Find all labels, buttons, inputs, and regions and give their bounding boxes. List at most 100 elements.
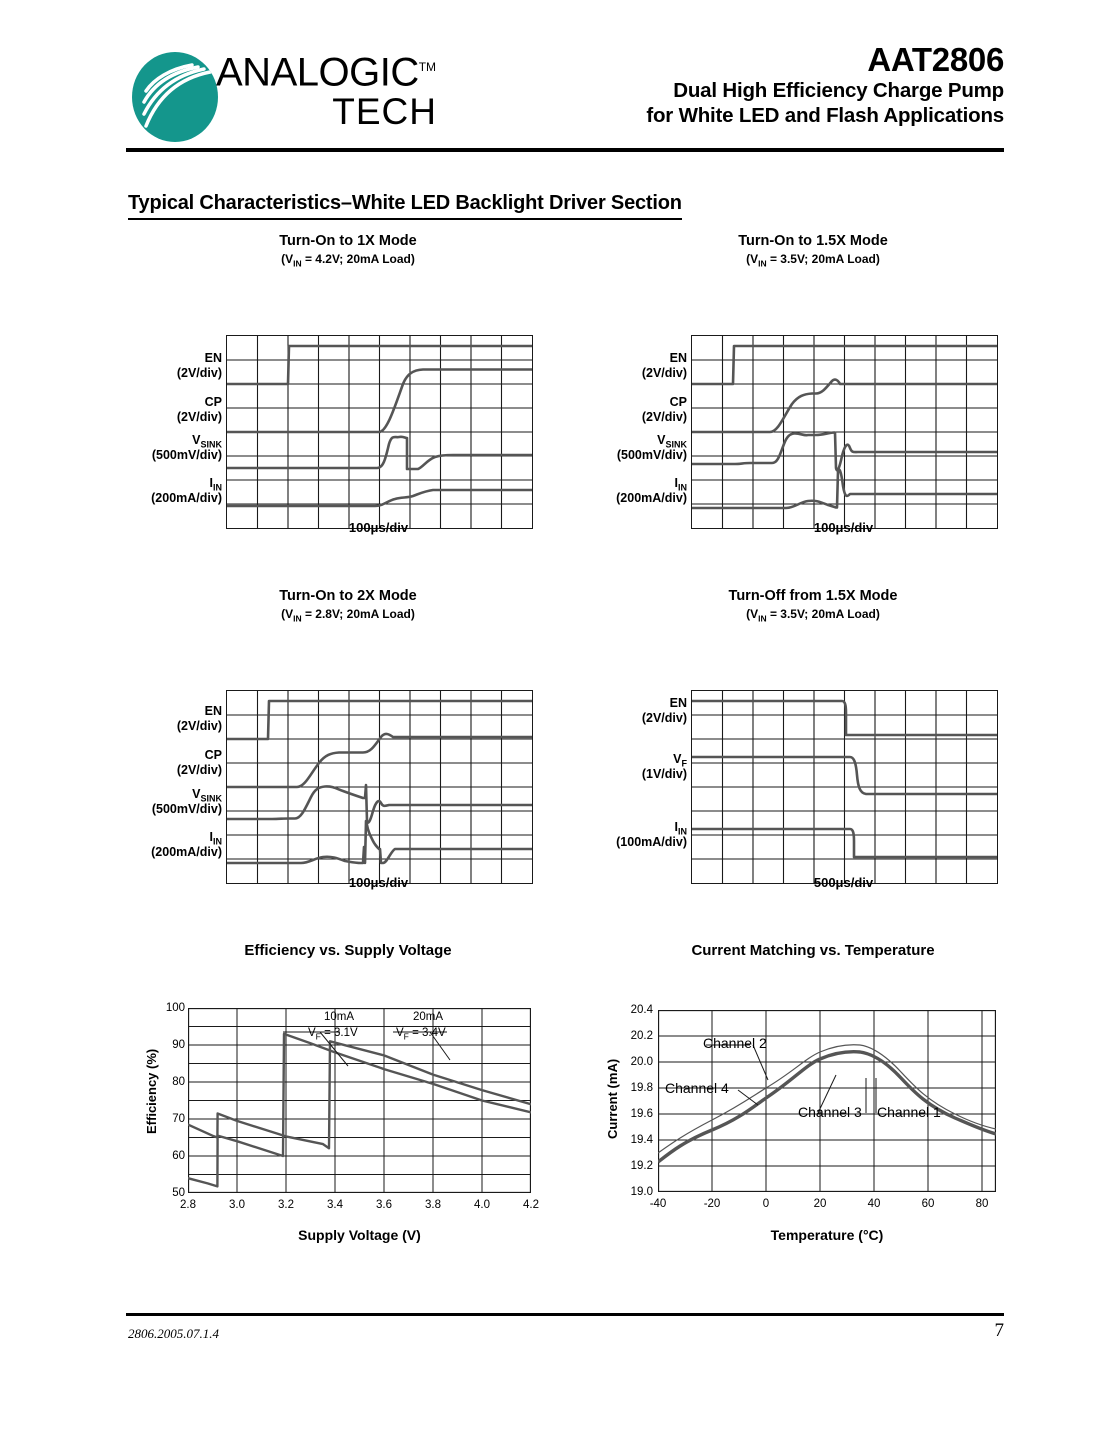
x-tick-80: 80	[975, 1198, 989, 1210]
chart-title: Current Matching vs. Temperature	[691, 942, 935, 959]
channel-label-vsink: VSINK	[192, 433, 222, 450]
annotation-20ma-vf: VF = 3.4V	[396, 1027, 446, 1042]
footer-divider	[126, 1313, 1004, 1316]
channel-scale-en: (2V/div)	[176, 366, 222, 381]
channel-label-vsink: VSINK	[657, 433, 687, 450]
channel-scale-vsink: (500mV/div)	[151, 802, 222, 817]
channel-scale-iin: (200mA/div)	[616, 491, 687, 506]
x-tick-40: 40	[867, 1198, 881, 1210]
legend-label-channel-3: Channel 3	[798, 1104, 862, 1120]
channel-scale-en: (2V/div)	[641, 366, 687, 381]
scope-body: EN (2V/div) VF (1V/div) IIN (100mA/div)	[593, 626, 1033, 885]
oscilloscope-grid	[226, 335, 533, 530]
panel-title: Turn-On to 1.5X Mode	[738, 233, 888, 249]
trace-iin	[692, 468, 997, 510]
trace-iin	[692, 828, 997, 859]
scope-channel-labels: EN (2V/div) CP (2V/div) VSINK (500mV/div…	[128, 626, 222, 859]
trace-cp	[692, 378, 997, 434]
page-title: Typical Characteristics–White LED Backli…	[128, 192, 682, 220]
x-axis-label: Supply Voltage (V)	[298, 1227, 421, 1243]
trace-iin	[227, 489, 532, 508]
y-axis-label: Current (mA)	[605, 1058, 620, 1139]
x-tick-3-8: 3.8	[425, 1199, 441, 1211]
channel-label-cp: CP	[204, 395, 222, 410]
scope-body: EN (2V/div) CP (2V/div) VSINK (500mV/div…	[128, 271, 568, 530]
oscilloscope-grid	[691, 335, 998, 530]
chart-body: Efficiency (%) 100 90 80 70 60 50	[128, 959, 568, 1249]
trace-en	[227, 700, 532, 741]
chart-plot-area	[656, 1009, 997, 1193]
x-tick-3-6: 3.6	[376, 1199, 392, 1211]
channel-scale-cp: (2V/div)	[176, 410, 222, 425]
chart-efficiency-vs-supply-voltage: Efficiency vs. Supply Voltage Efficiency…	[128, 942, 568, 1249]
y-tick-19-4: 19.4	[630, 1134, 653, 1146]
timebase-label: 100μs/div	[813, 520, 874, 535]
scope-panel-turn-off-1-5x: Turn-Off from 1.5X Mode (VIN = 3.5V; 20m…	[593, 587, 1033, 890]
panel-subtitle: (VIN = 2.8V; 20mA Load)	[281, 607, 415, 624]
scope-channel-labels: EN (2V/div) CP (2V/div) VSINK (500mV/div…	[593, 271, 687, 505]
scope-channel-labels: EN (2V/div) VF (1V/div) IIN (100mA/div)	[593, 626, 687, 849]
x-tick-3-2: 3.2	[278, 1199, 294, 1211]
trace-cp	[227, 368, 532, 434]
y-tick-100: 100	[165, 1002, 185, 1014]
channel-label-cp: CP	[669, 395, 687, 410]
y-tick-70: 70	[172, 1113, 185, 1125]
analogic-tech-logo-icon	[132, 52, 218, 142]
panel-subtitle: (VIN = 3.5V; 20mA Load)	[746, 252, 880, 269]
scope-body: EN (2V/div) CP (2V/div) VSINK (500mV/div…	[593, 271, 1033, 530]
trace-en	[692, 700, 997, 737]
trace-en	[692, 345, 997, 386]
channel-scale-vf: (1V/div)	[641, 767, 687, 782]
x-tick-2-8: 2.8	[180, 1199, 196, 1211]
series-channel-2	[657, 1044, 997, 1154]
scope-channel-labels: EN (2V/div) CP (2V/div) VSINK (500mV/div…	[128, 271, 222, 505]
product-subtitle-line-2: for White LED and Flash Applications	[646, 104, 1004, 127]
y-tick-19-0: 19.0	[630, 1186, 653, 1198]
scope-panel-turn-on-1x: Turn-On to 1X Mode (VIN = 4.2V; 20mA Loa…	[128, 232, 568, 535]
channel-label-vsink: VSINK	[192, 787, 222, 804]
x-tick-0: 0	[762, 1198, 770, 1210]
channel-scale-iin: (200mA/div)	[151, 491, 222, 506]
x-tick-60: 60	[921, 1198, 935, 1210]
trace-cp	[227, 733, 532, 789]
channel-scale-en: (2V/div)	[641, 711, 687, 726]
trace-iin	[227, 820, 532, 865]
y-tick-60: 60	[172, 1150, 185, 1162]
x-tick-20: 20	[813, 1198, 827, 1210]
document-revision-id: 2806.2005.07.1.4	[128, 1326, 219, 1341]
chart-current-matching-vs-temperature: Current Matching vs. Temperature Current…	[593, 942, 1033, 1249]
legend-label-channel-1: Channel 1	[877, 1104, 941, 1120]
product-subtitle-line-1: Dual High Efficiency Charge Pump	[673, 79, 1004, 102]
y-tick-20-4: 20.4	[630, 1004, 653, 1016]
channel-scale-iin: (100mA/div)	[616, 835, 687, 850]
y-tick-50: 50	[172, 1187, 185, 1199]
channel-label-iin: IIN	[674, 476, 687, 493]
part-number: AAT2806	[867, 41, 1004, 78]
channel-scale-vsink: (500mV/div)	[616, 448, 687, 463]
channel-scale-cp: (2V/div)	[176, 763, 222, 778]
channel-label-cp: CP	[204, 748, 222, 763]
channel-scale-vsink: (500mV/div)	[151, 448, 222, 463]
channel-label-en: EN	[204, 351, 222, 366]
y-tick-19-2: 19.2	[630, 1160, 653, 1172]
panel-subtitle: (VIN = 4.2V; 20mA Load)	[281, 252, 415, 269]
panel-title: Turn-On to 1X Mode	[279, 233, 417, 249]
scope-panel-turn-on-1-5x: Turn-On to 1.5X Mode (VIN = 3.5V; 20mA L…	[593, 232, 1033, 535]
y-tick-80: 80	[172, 1076, 185, 1088]
x-tick-3-0: 3.0	[229, 1199, 245, 1211]
y-tick-90: 90	[172, 1039, 185, 1051]
company-logo: ANALOGICTM TECH	[126, 46, 436, 146]
panel-subtitle: (VIN = 3.5V; 20mA Load)	[746, 607, 880, 624]
timebase-label: 100μs/div	[348, 875, 409, 890]
channel-label-iin: IIN	[209, 476, 222, 493]
page-header: ANALOGICTM TECH AAT2806 Dual High Effici…	[126, 42, 1004, 150]
trademark-icon: TM	[418, 60, 437, 74]
channel-scale-cp: (2V/div)	[641, 410, 687, 425]
trace-en	[227, 345, 532, 386]
timebase-label: 100μs/div	[348, 520, 409, 535]
channel-label-en: EN	[204, 704, 222, 719]
channel-label-vf: VF	[673, 752, 687, 769]
chart-body: Current (mA) 20.4 20.2 20.0 19.8 19.6 19…	[593, 959, 1033, 1249]
channel-label-iin: IIN	[674, 820, 687, 837]
logo-secondary-text: TECH	[332, 91, 437, 133]
